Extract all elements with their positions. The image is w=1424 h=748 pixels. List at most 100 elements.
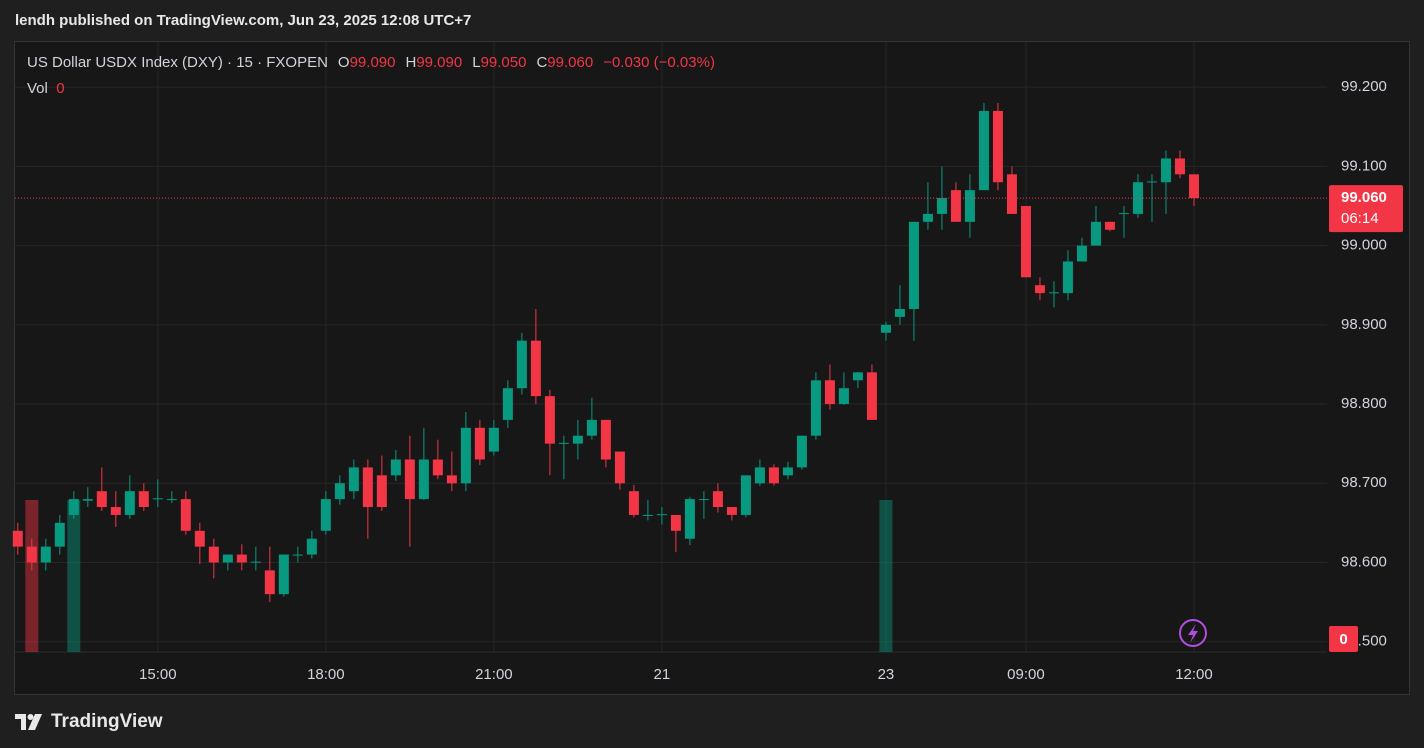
x-tick-label: 09:00: [1007, 666, 1045, 683]
candle-body: [320, 499, 331, 531]
volume-bar: [67, 500, 81, 652]
footer: TradingView: [15, 711, 163, 733]
candle-body: [656, 514, 667, 516]
candle-body: [1118, 213, 1129, 215]
candle-body: [600, 419, 611, 460]
candle-body: [670, 514, 681, 531]
x-tick-label: 18:00: [307, 666, 345, 683]
candle-body: [488, 427, 499, 452]
candle-body: [1006, 174, 1017, 214]
price-tag-value: 99.060: [1341, 189, 1387, 206]
candle-body: [1174, 158, 1185, 175]
lightning-icon[interactable]: [1179, 619, 1207, 647]
candle-body: [110, 507, 121, 515]
candle-body: [264, 570, 275, 595]
candle-body: [306, 538, 317, 555]
x-tick-label: 15:00: [139, 666, 177, 683]
volume-legend: Vol 0: [27, 80, 65, 97]
candle-body: [978, 110, 989, 191]
x-tick-label: 21: [654, 666, 671, 683]
y-tick-label: 98.700: [1341, 474, 1387, 491]
candle-body: [1104, 221, 1115, 230]
ohlc-value: 99.050: [480, 54, 527, 71]
ohlc-value: 99.090: [416, 54, 463, 71]
candle-body: [838, 388, 849, 405]
candle-body: [348, 467, 359, 492]
candle-body: [40, 546, 51, 563]
ohlc-label: O: [337, 54, 350, 71]
candle-body: [474, 427, 485, 460]
y-tick-label: 99.000: [1341, 237, 1387, 254]
candle-body: [446, 475, 457, 484]
candle-body: [26, 546, 37, 563]
candle-body: [404, 459, 415, 500]
candle-body: [950, 190, 961, 222]
candle-body: [628, 491, 639, 515]
candle-body: [460, 427, 471, 484]
candle-body: [586, 419, 597, 436]
change: −0.030 (−0.03%): [603, 54, 715, 71]
ohlc-label: H: [405, 54, 417, 71]
candle-body: [726, 507, 737, 515]
candle-body: [698, 499, 709, 501]
candle-body: [236, 554, 247, 563]
candle-body: [516, 340, 527, 389]
candle-body: [824, 380, 835, 405]
candle-body: [54, 522, 65, 547]
y-tick-label: 98.600: [1341, 553, 1387, 570]
candle-body: [1020, 205, 1031, 278]
candle-body: [82, 499, 93, 501]
candle-body: [530, 340, 541, 397]
x-tick-label: 21:00: [475, 666, 513, 683]
candle-body: [810, 380, 821, 436]
candle-body: [712, 491, 723, 508]
candle-body: [180, 499, 191, 531]
candle-body: [502, 388, 513, 420]
candle-body: [964, 190, 975, 222]
candle-body: [208, 546, 219, 563]
candle-body: [852, 372, 863, 381]
candle-body: [1076, 245, 1087, 262]
candle-body: [880, 324, 891, 333]
volume-bar: [879, 500, 893, 652]
candle-body: [1090, 221, 1101, 246]
candle-body: [544, 396, 555, 444]
candle-body: [292, 554, 303, 556]
volume-tag: [1329, 626, 1358, 652]
candle-body: [908, 221, 919, 309]
price-tag: [1329, 185, 1403, 233]
candle-body: [782, 467, 793, 476]
candle-body: [642, 514, 653, 516]
candle-body: [194, 530, 205, 547]
candle-body: [796, 435, 807, 468]
candle-body: [166, 499, 177, 501]
candle-body: [334, 483, 345, 500]
candle-body: [376, 475, 387, 508]
y-tick-label: 98.900: [1341, 316, 1387, 333]
candle-body: [1062, 261, 1073, 294]
volume-value: 0: [56, 80, 65, 97]
candle-body: [754, 467, 765, 484]
candle-body: [922, 213, 933, 222]
ohlc-value: 99.060: [547, 54, 594, 71]
candle-body: [1034, 285, 1045, 294]
candle-body: [684, 499, 695, 539]
candle-body: [1146, 181, 1157, 183]
candle-body: [362, 467, 373, 508]
x-tick-label: 23: [878, 666, 895, 683]
ohlc-label: L: [472, 54, 481, 71]
candle-body: [936, 198, 947, 214]
candle-body: [278, 554, 289, 595]
candle-body: [418, 459, 429, 500]
volume-label: Vol: [27, 80, 48, 97]
y-tick-label: 99.200: [1341, 78, 1387, 95]
candle-body: [992, 110, 1003, 183]
volume-bar: [25, 500, 39, 652]
candle-body: [124, 491, 135, 515]
candle-body: [96, 491, 107, 508]
candle-body: [740, 475, 751, 515]
candle-body: [68, 499, 79, 515]
candle-body: [894, 308, 905, 317]
